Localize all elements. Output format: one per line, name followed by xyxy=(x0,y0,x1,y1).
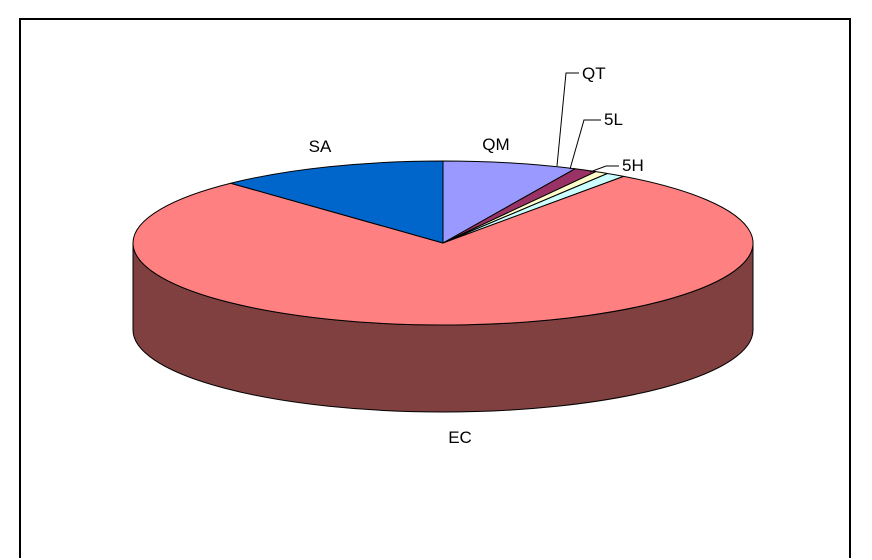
slice-label-5h: 5H xyxy=(622,156,644,175)
pie-slice-ec xyxy=(132,175,754,326)
pie-slices xyxy=(132,160,754,326)
slice-label-5l: 5L xyxy=(604,110,623,129)
slice-labels: QM QT 5L 5H EC SA xyxy=(309,64,644,447)
pie-slice-qm xyxy=(442,160,576,244)
leader-lines xyxy=(556,72,619,173)
slice-label-qm: QM xyxy=(482,135,509,154)
leader-line-5l xyxy=(569,119,601,170)
slice-label-sa: SA xyxy=(309,137,332,156)
pie-slice-sa xyxy=(230,160,444,244)
slice-label-ec: EC xyxy=(448,428,472,447)
leader-line-5h xyxy=(589,165,619,173)
slice-label-qt: QT xyxy=(582,64,606,83)
leader-line-qt xyxy=(556,72,579,167)
